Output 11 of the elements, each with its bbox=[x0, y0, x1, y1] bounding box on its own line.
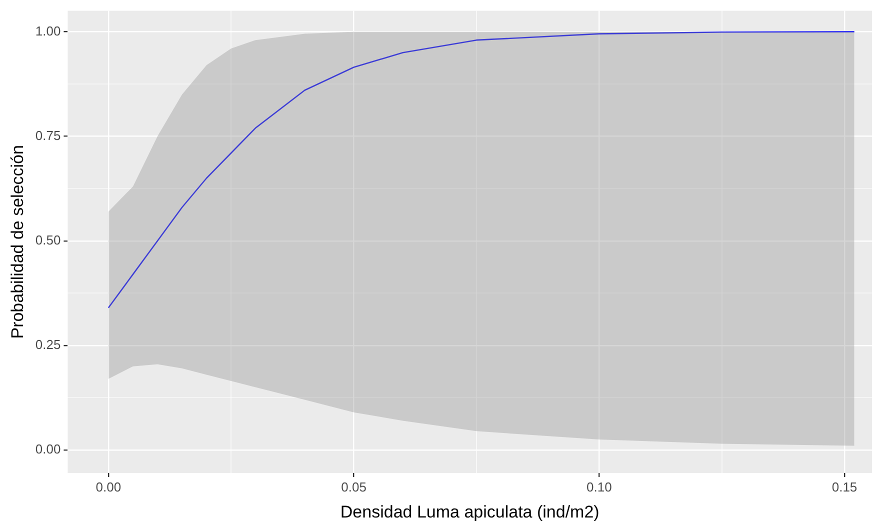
y-tick-label: 0.25 bbox=[35, 337, 61, 352]
y-tick-label: 1.00 bbox=[35, 23, 61, 38]
x-tick-label: 0.15 bbox=[832, 479, 858, 494]
x-axis-title: Densidad Luma apiculata (ind/m2) bbox=[340, 502, 600, 522]
x-tick-label: 0.10 bbox=[586, 479, 612, 494]
y-tick-label: 0.75 bbox=[35, 128, 61, 143]
x-tick-label: 0.05 bbox=[341, 479, 366, 494]
y-axis-title: Probabilidad de selección bbox=[8, 145, 27, 339]
x-tick-label: 0.00 bbox=[96, 479, 122, 494]
y-tick-label: 0.00 bbox=[35, 442, 61, 457]
y-tick-label: 0.50 bbox=[35, 232, 61, 248]
